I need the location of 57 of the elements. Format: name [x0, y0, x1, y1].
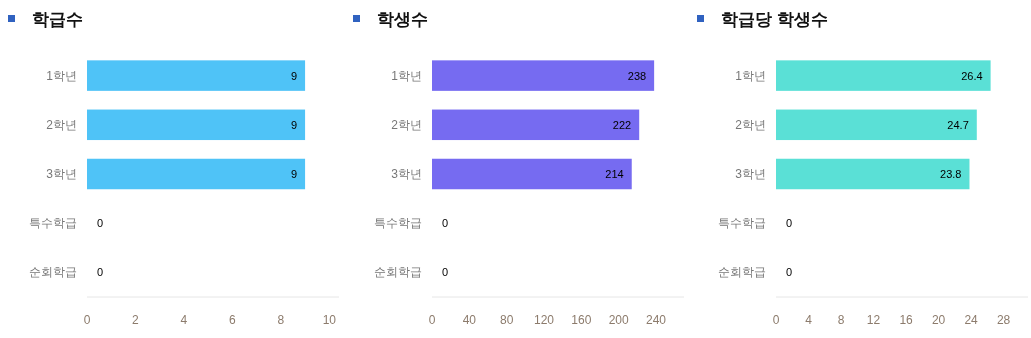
x-tick-label: 0 [428, 313, 436, 327]
data-label: 9 [290, 168, 298, 180]
y-tick-label: 1학년 [391, 68, 422, 83]
bar [776, 158, 970, 190]
y-tick-label: 2학년 [391, 117, 422, 132]
data-label: 24.7 [947, 118, 969, 131]
x-tick-label: 4 [805, 313, 813, 327]
data-label: 9 [290, 118, 298, 131]
y-tick-label: 특수학급 [29, 216, 77, 231]
y-tick-label: 3학년 [735, 167, 766, 181]
data-label: 238 [627, 69, 647, 82]
data-label: 214 [605, 168, 624, 180]
y-tick-label: 3학년 [46, 167, 77, 181]
y-tick-label: 순회학급 [718, 265, 766, 280]
x-tick-label: 0 [772, 313, 780, 327]
y-tick-label: 2학년 [46, 117, 77, 132]
data-label: 0 [97, 217, 104, 230]
x-tick-label: 24 [964, 313, 979, 327]
y-tick-label: 1학년 [46, 68, 77, 83]
y-tick-label: 특수학급 [374, 216, 422, 231]
x-tick-label: 12 [866, 313, 881, 327]
data-label: 0 [442, 266, 449, 279]
x-tick-label: 10 [322, 313, 337, 327]
x-tick-label: 6 [229, 313, 237, 327]
x-tick-label: 8 [277, 313, 285, 327]
data-label: 222 [612, 118, 632, 131]
data-label: 0 [786, 217, 793, 230]
chart-title: 학생수 [377, 10, 428, 29]
bar [776, 109, 977, 141]
y-tick-label: 3학년 [391, 167, 422, 181]
x-tick-label: 200 [608, 313, 629, 327]
x-tick-label: 40 [462, 313, 477, 327]
x-tick-label: 0 [83, 313, 91, 327]
y-tick-label: 2학년 [735, 117, 766, 132]
x-tick-label: 120 [533, 313, 555, 327]
x-tick-label: 16 [899, 313, 914, 327]
x-tick-label: 4 [180, 313, 188, 327]
y-tick-label: 1학년 [735, 68, 766, 83]
chart-title: 학급당 학생수 [721, 10, 828, 29]
bar [776, 60, 991, 91]
x-tick-label: 2 [132, 313, 140, 327]
chart-title: 학급수 [32, 10, 83, 29]
x-tick-label: 28 [996, 313, 1011, 327]
x-tick-label: 160 [571, 313, 592, 327]
data-label: 9 [290, 69, 298, 82]
data-label: 0 [786, 266, 793, 279]
data-label: 23.8 [940, 168, 962, 180]
data-label: 26.4 [961, 69, 983, 82]
x-tick-label: 20 [931, 313, 946, 327]
data-label: 0 [97, 266, 104, 279]
y-tick-label: 순회학급 [374, 265, 422, 280]
y-tick-label: 특수학급 [718, 216, 766, 231]
x-tick-label: 80 [499, 313, 514, 327]
data-label: 0 [442, 217, 449, 230]
x-tick-label: 8 [837, 313, 845, 327]
x-tick-label: 240 [645, 313, 667, 327]
y-tick-label: 순회학급 [29, 265, 77, 280]
